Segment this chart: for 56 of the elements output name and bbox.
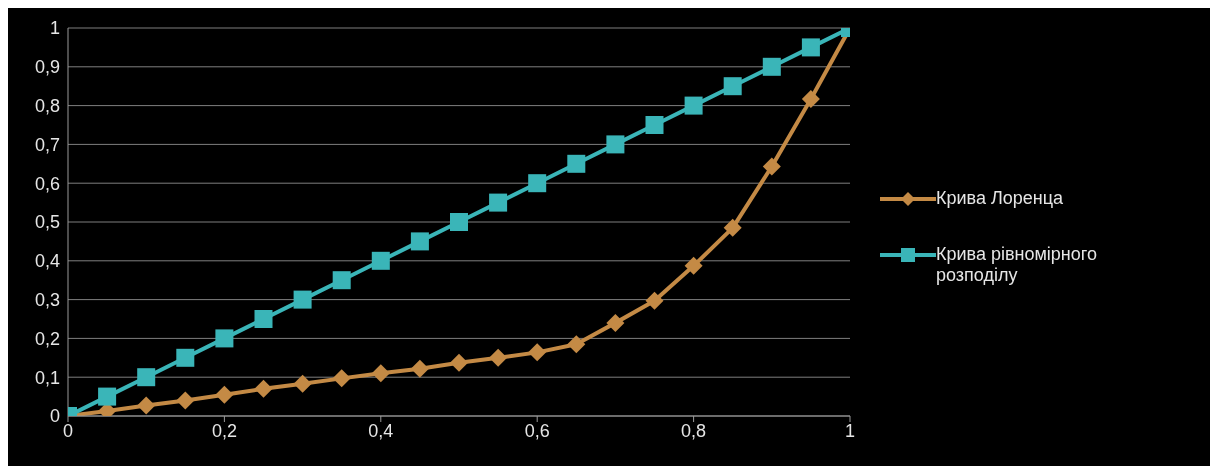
point (410, 232, 429, 251)
y-tick-label: 0,5 (34, 212, 60, 233)
point (450, 353, 468, 372)
x-tick-label: 0,6 (524, 420, 550, 441)
point (567, 154, 586, 173)
x-tick-label: 0 (62, 420, 74, 441)
legend-label: Крива Лоренца (936, 188, 1065, 209)
point (801, 38, 820, 57)
y-tick-label: 0,3 (34, 289, 60, 310)
point (762, 157, 781, 176)
point (567, 335, 586, 354)
point (606, 135, 625, 154)
point (215, 329, 234, 348)
point (293, 290, 312, 309)
point (528, 174, 547, 193)
point (410, 359, 429, 378)
point (684, 96, 703, 115)
point (293, 374, 312, 393)
point (723, 218, 742, 237)
point (645, 291, 664, 310)
y-tick-label: 0,1 (34, 367, 60, 388)
point (332, 271, 351, 290)
x-tick-label: 1 (844, 420, 856, 441)
point (98, 387, 117, 406)
point (528, 343, 547, 362)
point (723, 77, 742, 96)
y-tick-label: 0 (49, 406, 60, 427)
point (176, 391, 195, 410)
x-tick-label: 0,2 (211, 420, 237, 441)
y-tick-label: 0,4 (34, 251, 60, 272)
point (137, 396, 156, 415)
point (371, 251, 390, 270)
point (450, 213, 468, 231)
x-tick-label: 0,4 (368, 420, 394, 441)
point (371, 364, 390, 383)
y-tick-label: 0,8 (34, 95, 60, 116)
point (606, 313, 625, 332)
y-tick-label: 0,2 (34, 328, 60, 349)
point (137, 368, 156, 387)
point (762, 57, 781, 76)
point (254, 310, 273, 328)
x-tick-label: 0,8 (681, 420, 707, 441)
y-tick-label: 1 (49, 18, 60, 39)
point (489, 193, 508, 212)
point (254, 379, 273, 398)
y-tick-label: 0,7 (34, 134, 60, 155)
y-tick-label: 0,9 (34, 57, 60, 78)
point (215, 385, 234, 404)
y-tick-label: 0,6 (34, 173, 60, 194)
point (332, 369, 351, 388)
point (489, 348, 508, 367)
legend-label: Крива рівномірного розподілу (936, 244, 1098, 286)
point (645, 116, 664, 134)
point (684, 256, 703, 275)
point (801, 90, 820, 108)
point (176, 348, 195, 367)
